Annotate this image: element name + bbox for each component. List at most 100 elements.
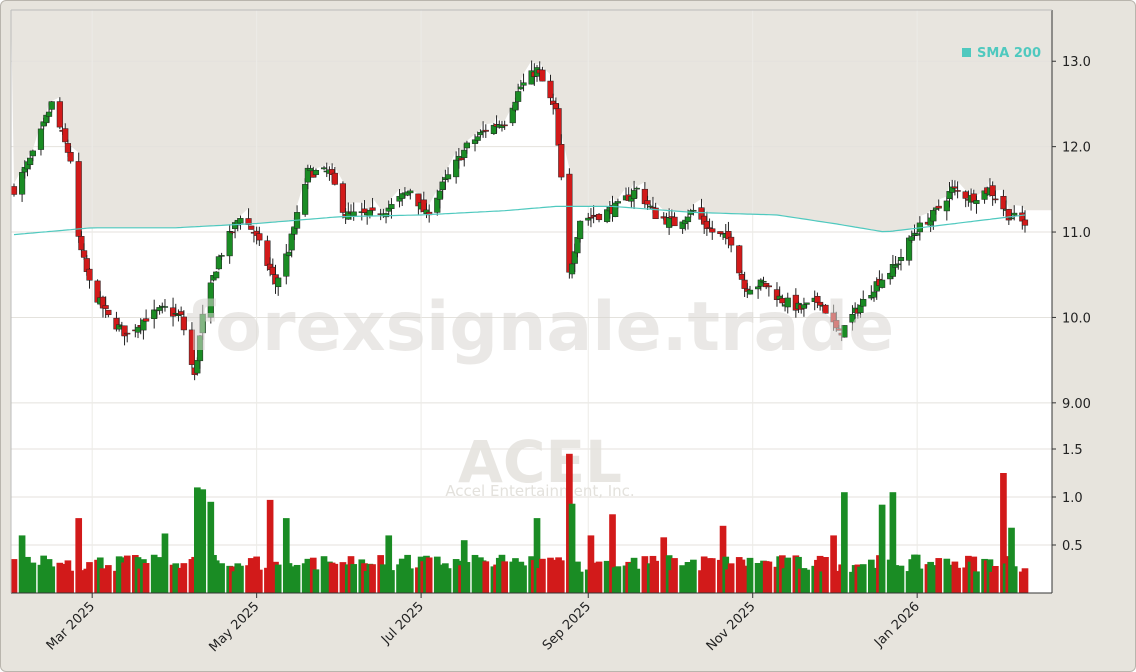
candle-body <box>905 237 913 261</box>
candle-body <box>760 280 767 283</box>
volume-bar <box>822 557 829 593</box>
candle-body <box>361 208 368 213</box>
candle-body <box>671 216 678 227</box>
candle-body <box>399 193 406 199</box>
candle-body <box>568 263 576 275</box>
candle-body <box>180 316 187 331</box>
volume-bar <box>633 568 641 593</box>
candle-body <box>388 204 395 209</box>
candle-body <box>897 257 905 261</box>
candle-body <box>571 251 578 264</box>
candle-body <box>56 101 63 128</box>
volume-bar <box>841 492 848 593</box>
volume-bar <box>954 567 961 593</box>
volume-bar <box>1010 566 1018 593</box>
volume-bar <box>1008 527 1015 593</box>
volume-bar <box>161 533 169 593</box>
volume-bar <box>350 564 358 593</box>
candle-body <box>62 128 69 143</box>
volume-bar <box>282 518 290 593</box>
candle-body <box>690 209 697 212</box>
volume-bar <box>406 568 414 593</box>
candle-body <box>501 124 508 127</box>
volume-bar <box>539 558 546 593</box>
candle-body <box>895 263 902 266</box>
time-tick-label: Jul 2025 <box>378 599 427 648</box>
volume-bar <box>463 562 471 593</box>
volume-bar <box>897 565 905 593</box>
candle-body <box>515 91 522 102</box>
candle-body <box>992 198 999 201</box>
candle-body <box>989 185 996 197</box>
candle-body <box>78 236 85 251</box>
candle-body <box>520 82 527 86</box>
candle-body <box>369 207 376 211</box>
volume-bar <box>425 557 433 593</box>
candle-body <box>879 279 886 288</box>
candle-body <box>67 152 74 162</box>
legend: SMA 200 <box>962 46 1041 61</box>
volume-bar <box>859 564 867 593</box>
candle-body <box>283 253 290 277</box>
volume-bar <box>992 565 999 593</box>
candle-body <box>143 318 150 322</box>
volume-bar <box>142 563 150 593</box>
volume-bar <box>803 569 810 593</box>
volume-bar <box>660 537 668 593</box>
candle-body <box>134 326 142 333</box>
volume-bar <box>935 558 943 593</box>
candle-body <box>555 108 562 146</box>
volume-tick-label: 1.0 <box>1062 491 1083 506</box>
volume-bar <box>369 564 376 593</box>
candle-body <box>973 200 980 204</box>
candle-body <box>156 307 163 311</box>
candle-body <box>962 191 969 199</box>
volume-bar <box>256 569 263 593</box>
volume-bar <box>331 563 339 593</box>
candle-body <box>517 86 524 90</box>
candle-body <box>434 197 441 213</box>
candle-body <box>121 325 128 337</box>
candle-body <box>45 111 53 117</box>
time-tick-label: Jan 2026 <box>871 599 923 651</box>
candle-body <box>302 184 309 215</box>
volume-bar <box>533 518 541 593</box>
candle-body <box>19 172 26 195</box>
price-tick-label: 9.00 <box>1062 397 1091 412</box>
candle-body <box>288 233 295 251</box>
price-tick-label: 12.0 <box>1062 141 1091 156</box>
volume-bar <box>916 568 924 593</box>
legend-swatch <box>962 48 971 57</box>
volume-bar <box>727 563 735 593</box>
volume-bar <box>878 504 886 593</box>
price-tick-label: 11.0 <box>1062 226 1091 241</box>
candle-body <box>178 311 185 315</box>
volume-bar <box>180 563 188 593</box>
candle-body <box>954 190 961 192</box>
time-tick-label: Sep 2025 <box>540 599 594 653</box>
volume-bar <box>48 566 56 593</box>
candle-body <box>892 264 899 268</box>
candle-body <box>48 101 55 110</box>
volume-bar <box>266 499 274 593</box>
candle-body <box>29 150 36 157</box>
candle-body <box>738 273 746 280</box>
candle-body <box>587 217 595 219</box>
candle-body <box>207 282 214 318</box>
time-tick-label: May 2025 <box>207 599 263 655</box>
grid <box>11 10 1052 593</box>
volume-bar <box>520 565 527 593</box>
volume-bar <box>444 568 452 593</box>
volume-bar <box>501 561 509 593</box>
candle-body <box>477 132 484 136</box>
volume-bar <box>123 555 131 593</box>
candle-body <box>124 332 131 335</box>
volume-bar <box>568 503 576 593</box>
candle-body <box>331 172 338 185</box>
legend-label: SMA 200 <box>977 46 1041 61</box>
candle-body <box>512 101 519 111</box>
candle-body <box>746 289 754 295</box>
candle-body <box>237 218 244 224</box>
candle-body <box>248 225 255 230</box>
